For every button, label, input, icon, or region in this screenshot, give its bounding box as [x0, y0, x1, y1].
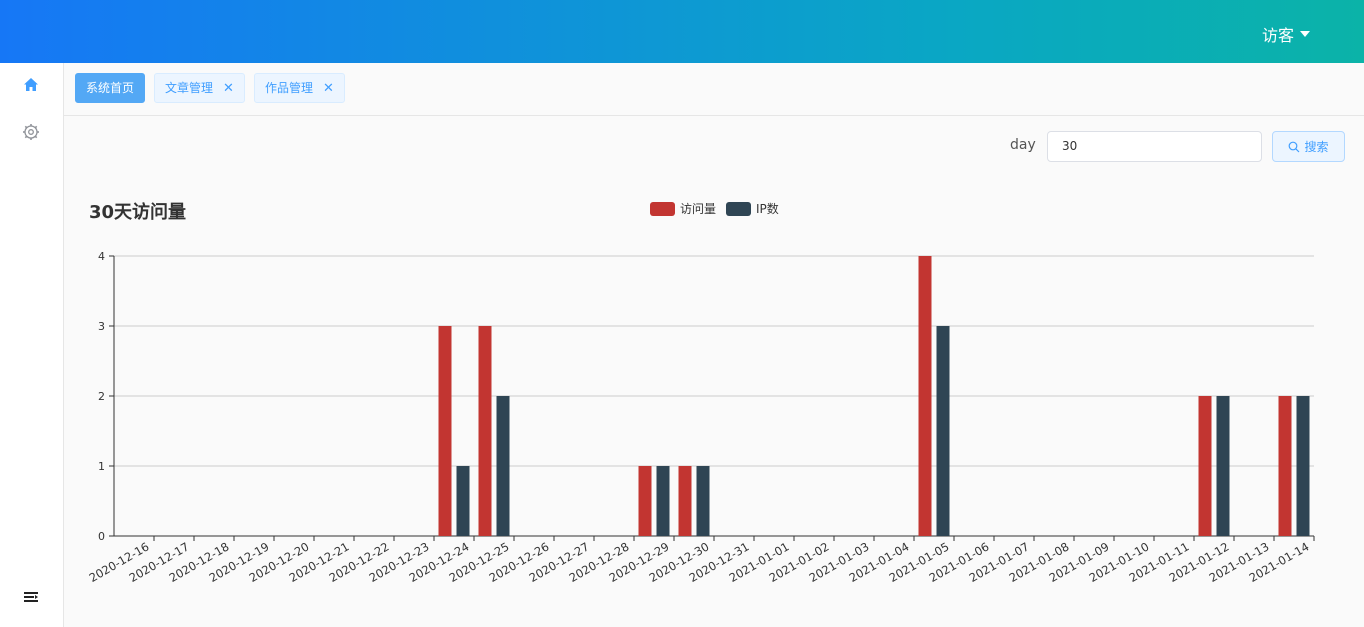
close-icon[interactable]: ✕: [223, 81, 234, 96]
day-label: day: [1010, 137, 1036, 153]
tab-label: 作品管理: [265, 81, 314, 95]
bar-ips: [656, 466, 670, 536]
menu-fold-icon[interactable]: [21, 587, 41, 607]
bar-visits: [918, 256, 932, 536]
tab-home[interactable]: 系统首页: [75, 73, 146, 103]
y-tick-label: 2: [98, 390, 105, 403]
bar-visits: [1278, 396, 1292, 536]
chart-legend: 访问量 IP数: [650, 200, 779, 217]
bar-visits: [478, 326, 492, 536]
bar-ips: [496, 396, 510, 536]
tab-works-management[interactable]: 作品管理 ✕: [254, 73, 345, 103]
legend-item-ips[interactable]: IP数: [726, 200, 779, 217]
top-header-bar: 访客: [0, 0, 1364, 63]
bar-ips: [1216, 396, 1230, 536]
bar-ips: [696, 466, 710, 536]
tab-label: 文章管理: [165, 81, 214, 95]
legend-label: 访问量: [680, 202, 717, 216]
y-tick-label: 1: [98, 460, 105, 473]
bar-visits: [638, 466, 652, 536]
search-icon: [1289, 141, 1300, 152]
search-button-label: 搜索: [1304, 140, 1329, 154]
tab-label: 系统首页: [86, 81, 135, 95]
y-tick-label: 3: [98, 320, 105, 333]
tabs-bar: 系统首页 文章管理 ✕ 作品管理 ✕: [64, 63, 1364, 116]
legend-label: IP数: [756, 202, 779, 216]
bar-visits: [1198, 396, 1212, 536]
bar-ips: [1296, 396, 1310, 536]
sidebar: [0, 63, 64, 627]
y-tick-label: 0: [98, 530, 105, 543]
tab-article-management[interactable]: 文章管理 ✕: [154, 73, 245, 103]
user-label: 访客: [1261, 26, 1294, 45]
bar-ips: [936, 326, 950, 536]
chart-title: 30天访问量: [89, 202, 187, 223]
bar-visits: [678, 466, 692, 536]
y-tick-label: 4: [98, 250, 105, 263]
search-button[interactable]: 搜索: [1272, 131, 1345, 162]
caret-down-icon: [1300, 31, 1310, 37]
user-dropdown[interactable]: 访客: [1262, 22, 1310, 46]
close-icon[interactable]: ✕: [323, 81, 334, 96]
bar-visits: [438, 326, 452, 536]
legend-swatch: [650, 201, 675, 216]
gear-icon[interactable]: [21, 122, 41, 142]
legend-item-visits[interactable]: 访问量: [650, 200, 716, 217]
day-input[interactable]: 30: [1047, 131, 1262, 162]
bar-ips: [456, 466, 470, 536]
home-icon[interactable]: [21, 75, 41, 95]
legend-swatch: [726, 201, 752, 216]
